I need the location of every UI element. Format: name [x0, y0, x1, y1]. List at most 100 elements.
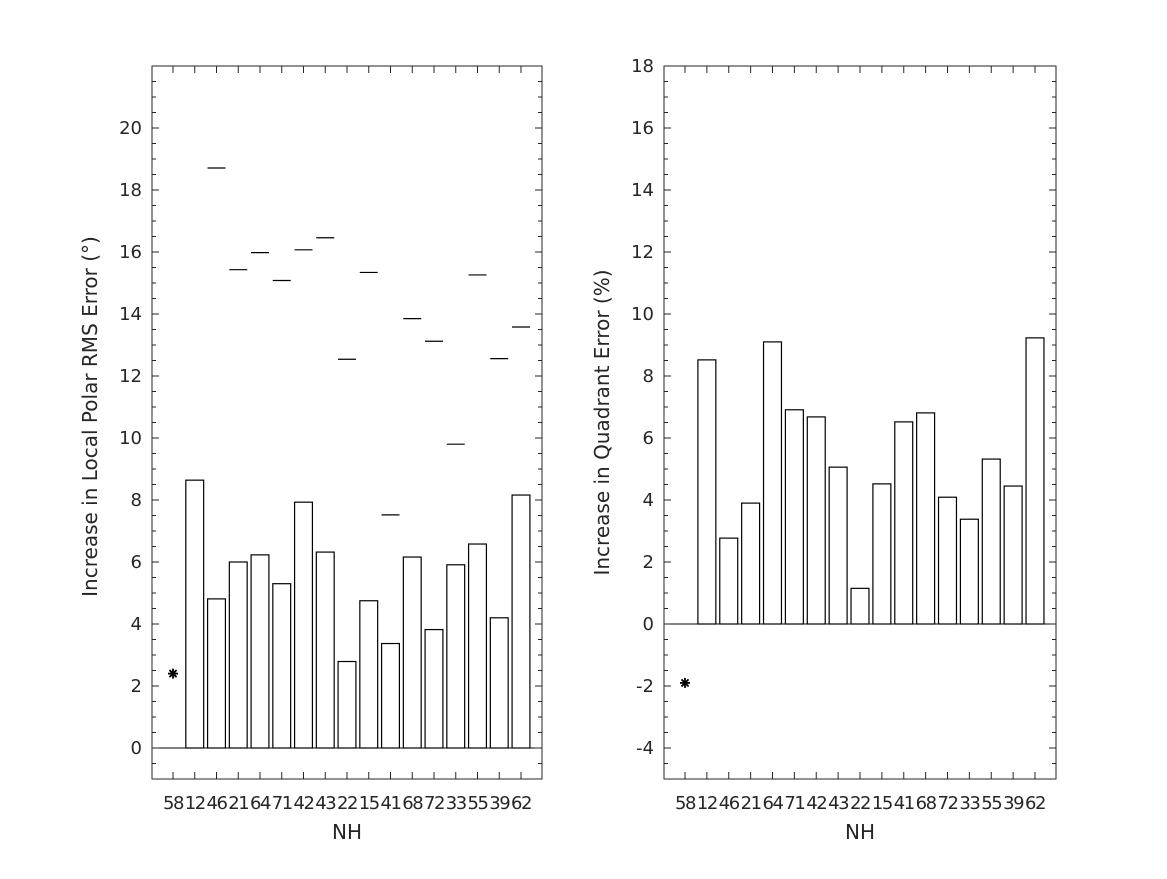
- y-tick-label: -2: [636, 676, 654, 697]
- y-tick-label: 16: [119, 242, 142, 263]
- x-tick-label: 72: [424, 793, 444, 814]
- x-tick-label: 33: [959, 793, 980, 814]
- x-tick-label: 55: [981, 793, 1001, 814]
- bar-21: [741, 502, 761, 625]
- x-tick-label: 15: [359, 793, 379, 814]
- x-tick-label: 43: [828, 793, 849, 814]
- y-tick-label: 4: [643, 490, 654, 511]
- y-tick-label: 16: [631, 118, 654, 139]
- x-axis-label: NH: [845, 820, 875, 844]
- x-tick-label: 21: [741, 793, 761, 814]
- x-tick-label: 62: [1025, 793, 1045, 814]
- y-axis-label: Increase in Quadrant Error (%): [590, 269, 614, 575]
- x-tick-label: 12: [185, 793, 205, 814]
- bar-71: [272, 583, 292, 749]
- x-tick-label: 64: [763, 793, 784, 814]
- y-tick-label: 8: [131, 490, 142, 511]
- bar-33: [446, 564, 466, 749]
- x-tick-label: 72: [938, 793, 958, 814]
- bar-43: [315, 551, 335, 749]
- y-tick-label: 10: [119, 428, 142, 449]
- x-tick-label: 39: [1003, 793, 1024, 814]
- x-tick-label: 21: [228, 793, 248, 814]
- bar-39: [1003, 485, 1023, 625]
- x-tick-label: 39: [489, 793, 510, 814]
- y-tick-label: 18: [119, 180, 142, 201]
- x-tick-label: 42: [294, 793, 314, 814]
- y-tick-label: 20: [119, 118, 142, 139]
- y-axis-label: Increase in Local Polar RMS Error (°): [78, 236, 102, 597]
- y-tick-label: 14: [631, 180, 654, 201]
- bar-21: [228, 561, 248, 749]
- x-tick-label: 58: [163, 793, 184, 814]
- asterisk-stroke: [168, 669, 178, 678]
- asterisk-stroke: [680, 678, 690, 688]
- y-tick-label: 8: [643, 366, 654, 387]
- bar-62: [1025, 337, 1045, 625]
- x-tick-label: 33: [446, 793, 467, 814]
- x-tick-label: 71: [784, 793, 804, 814]
- x-tick-label: 68: [916, 793, 937, 814]
- bar-39: [489, 617, 509, 749]
- x-tick-label: 71: [272, 793, 292, 814]
- y-tick-label: 4: [131, 614, 142, 635]
- y-tick-label: 14: [119, 304, 142, 325]
- bar-55: [467, 543, 488, 749]
- bar-42: [806, 416, 826, 625]
- x-axis-label: NH: [332, 820, 362, 844]
- x-tick-label: 62: [511, 793, 531, 814]
- bar-42: [293, 501, 314, 749]
- bar-41: [894, 421, 914, 625]
- bar-68: [916, 412, 936, 625]
- y-tick-label: 18: [631, 56, 654, 77]
- x-tick-label: 41: [894, 793, 914, 814]
- x-tick-label: 22: [850, 793, 870, 814]
- x-tick-label: 58: [675, 793, 696, 814]
- x-tick-label: 46: [207, 793, 228, 814]
- y-tick-label: 0: [643, 614, 654, 635]
- y-tick-label: 6: [643, 428, 654, 449]
- y-tick-label: 2: [131, 676, 142, 697]
- x-tick-label: 43: [315, 793, 336, 814]
- bar-41: [380, 642, 401, 749]
- y-tick-label: 6: [131, 552, 142, 573]
- x-tick-label: 22: [337, 793, 357, 814]
- bar-72: [424, 628, 444, 749]
- bar-72: [937, 496, 958, 625]
- bar-68: [402, 556, 422, 749]
- bar-55: [981, 458, 1001, 625]
- x-tick-label: 15: [872, 793, 892, 814]
- x-tick-label: 46: [719, 793, 740, 814]
- bar-15: [872, 483, 892, 625]
- bar-62: [511, 494, 531, 749]
- x-tick-label: 42: [806, 793, 826, 814]
- asterisk-marker-58: [168, 668, 178, 679]
- x-tick-label: 41: [381, 793, 401, 814]
- y-tick-label: 10: [631, 304, 654, 325]
- bar-46: [719, 537, 739, 625]
- bar-12: [185, 479, 205, 749]
- y-tick-label: 2: [643, 552, 654, 573]
- y-tick-label: 0: [131, 738, 142, 759]
- bar-64: [250, 554, 270, 749]
- asterisk-marker-58: [680, 677, 690, 688]
- bar-33: [959, 518, 979, 625]
- x-tick-label: 68: [402, 793, 423, 814]
- bar-22: [337, 660, 357, 749]
- x-tick-label: 55: [468, 793, 488, 814]
- y-tick-label: -4: [636, 738, 654, 759]
- bar-71: [784, 409, 804, 625]
- x-tick-label: 64: [250, 793, 271, 814]
- bar-46: [206, 598, 227, 749]
- y-tick-label: 12: [631, 242, 654, 263]
- axes-frame: [663, 65, 1057, 780]
- bar-15: [359, 600, 379, 749]
- bar-12: [697, 359, 717, 625]
- y-tick-label: 12: [119, 366, 142, 387]
- bar-22: [850, 587, 870, 625]
- bar-43: [828, 466, 848, 625]
